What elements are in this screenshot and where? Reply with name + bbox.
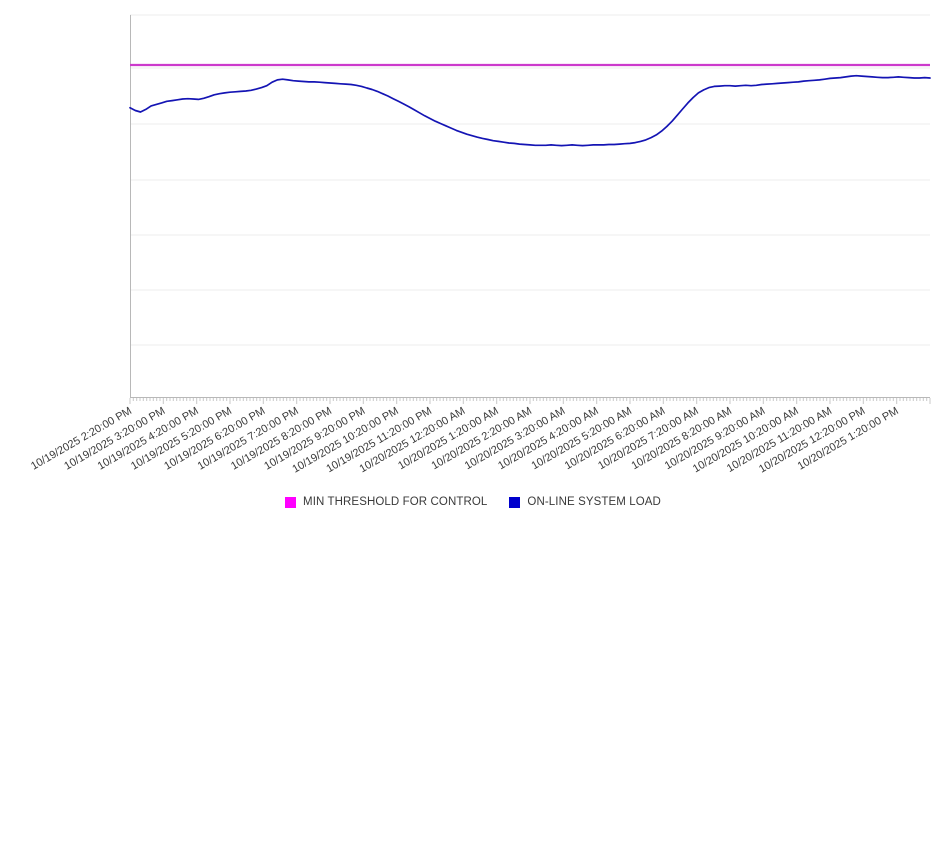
legend-label-online-system-load: ON-LINE SYSTEM LOAD [527, 496, 661, 508]
chart-container: 10/19/2025 2:20:00 PM 10/19/2025 3:20:00 … [0, 14, 946, 508]
legend-item-online-system-load[interactable]: ON-LINE SYSTEM LOAD [509, 496, 661, 508]
plot-area [129, 14, 931, 404]
axis-lines [130, 15, 930, 398]
legend-item-min-threshold[interactable]: MIN THRESHOLD FOR CONTROL [285, 496, 487, 508]
online-system-load-series [129, 74, 931, 147]
x-axis-ticks [129, 398, 931, 404]
legend-swatch-blue [509, 496, 521, 508]
gridlines [130, 14, 930, 346]
legend-swatch-magenta [285, 496, 297, 508]
chart-legend: MIN THRESHOLD FOR CONTROL ON-LINE SYSTEM… [0, 496, 946, 508]
legend-label-min-threshold: MIN THRESHOLD FOR CONTROL [303, 496, 488, 508]
